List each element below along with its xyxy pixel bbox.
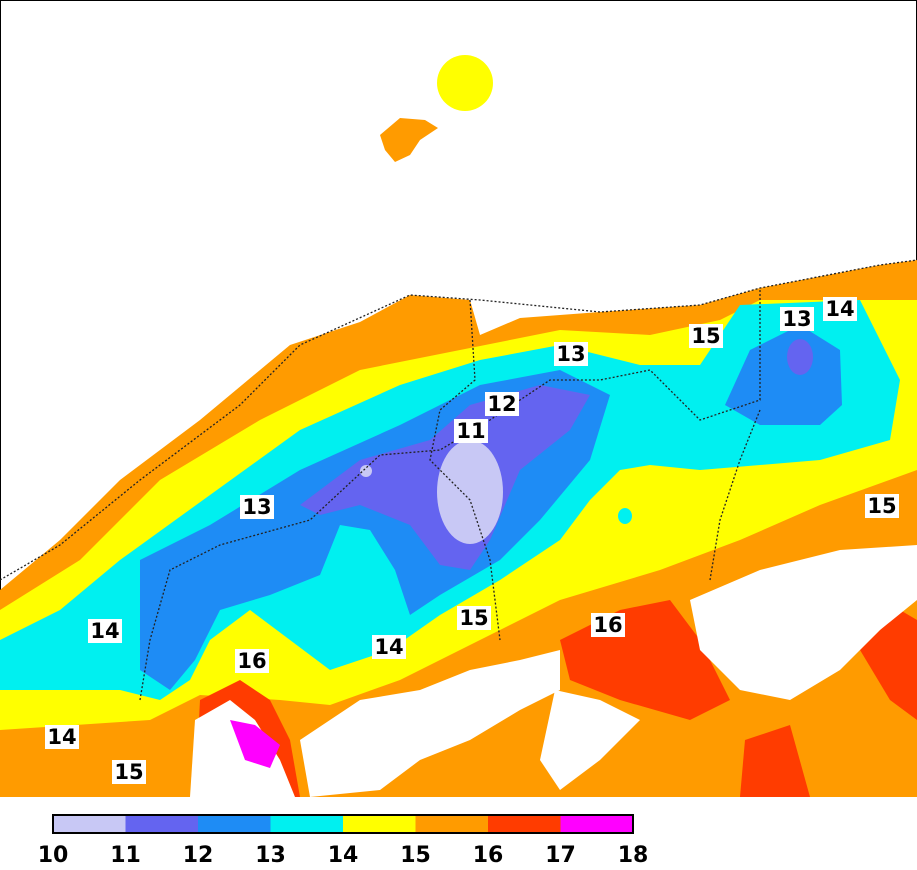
legend-swatch xyxy=(488,815,561,833)
label-box xyxy=(554,342,588,366)
legend-tick-label: 14 xyxy=(328,843,359,868)
contour-label: 12 xyxy=(487,392,516,416)
label-box xyxy=(240,495,274,519)
legend-tick-label: 17 xyxy=(545,843,576,868)
contour-label: 15 xyxy=(114,760,143,784)
label-box xyxy=(485,392,519,416)
legend-tick-label: 11 xyxy=(110,843,141,868)
label-box xyxy=(454,419,488,443)
label-box xyxy=(591,613,625,637)
zone-17-18 xyxy=(230,720,280,768)
legend-swatch xyxy=(198,815,271,833)
island xyxy=(380,118,438,162)
zone-10-11 xyxy=(437,440,503,544)
land-no-data xyxy=(690,545,917,700)
label-box xyxy=(112,760,146,784)
contour-label: 16 xyxy=(237,649,266,673)
label-box xyxy=(457,606,491,630)
contour-label: 15 xyxy=(691,324,720,348)
land-no-data xyxy=(540,690,640,790)
zone-16-17 xyxy=(740,725,810,797)
contour-label: 15 xyxy=(459,606,488,630)
legend-swatch xyxy=(560,815,633,833)
legend-swatch xyxy=(415,815,488,833)
label-box xyxy=(235,649,269,673)
label-box xyxy=(865,494,899,518)
contour-label: 15 xyxy=(867,494,896,518)
prefecture-border xyxy=(709,409,761,581)
island xyxy=(437,55,493,111)
contour-label: 14 xyxy=(90,619,119,643)
label-box xyxy=(372,635,406,659)
zone-16-17 xyxy=(860,610,917,720)
legend-swatch xyxy=(53,815,126,833)
contour-label: 13 xyxy=(782,307,811,331)
legend: 10 11 12 13 14 15 16 17 18 xyxy=(38,814,649,868)
legend-tick-label: 12 xyxy=(183,843,214,868)
legend-tick-label: 13 xyxy=(255,843,286,868)
contour-label: 13 xyxy=(242,495,271,519)
coastline xyxy=(0,259,917,581)
prefecture-border xyxy=(429,299,501,641)
legend-swatch xyxy=(270,815,343,833)
contour-label: 13 xyxy=(556,342,585,366)
zone-11-12 xyxy=(787,339,813,375)
zone-13-14 xyxy=(618,508,632,524)
contour-label: 14 xyxy=(374,635,403,659)
label-box xyxy=(88,619,122,643)
label-box xyxy=(45,725,79,749)
contour-label: 14 xyxy=(825,297,854,321)
label-box xyxy=(823,297,857,321)
legend-tick-label: 18 xyxy=(618,843,649,868)
zone-10-11 xyxy=(360,465,372,477)
legend-frame xyxy=(52,814,634,834)
label-box xyxy=(780,307,814,331)
land-no-data xyxy=(300,650,560,797)
label-box xyxy=(689,324,723,348)
contour-label: 16 xyxy=(593,613,622,637)
legend-tick-label: 16 xyxy=(473,843,504,868)
legend-swatch xyxy=(343,815,416,833)
prefecture-border xyxy=(139,290,761,701)
contour-label: 11 xyxy=(456,419,485,443)
zone-12-13 xyxy=(725,325,842,425)
legend-tick-label: 10 xyxy=(38,843,69,868)
contour-label: 14 xyxy=(47,725,76,749)
legend-tick-label: 15 xyxy=(400,843,431,868)
legend-swatch xyxy=(125,815,198,833)
